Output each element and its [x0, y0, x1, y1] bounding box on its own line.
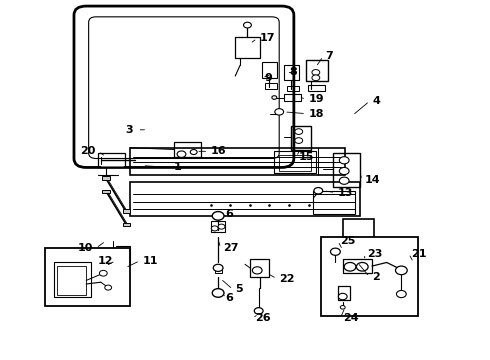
- Bar: [235, 37, 260, 58]
- Text: 25: 25: [340, 236, 356, 246]
- Bar: [333, 153, 360, 187]
- Circle shape: [177, 151, 186, 157]
- Bar: [274, 151, 316, 173]
- Circle shape: [338, 293, 347, 300]
- Bar: [211, 221, 225, 232]
- Text: 4: 4: [372, 96, 380, 106]
- Text: 8: 8: [289, 67, 297, 77]
- Bar: [174, 142, 201, 157]
- Bar: [306, 60, 328, 81]
- Text: 3: 3: [125, 125, 133, 135]
- Text: 20: 20: [80, 146, 96, 156]
- Bar: [130, 182, 360, 216]
- Circle shape: [218, 224, 225, 229]
- Circle shape: [396, 291, 406, 298]
- Text: 27: 27: [223, 243, 239, 253]
- Bar: [250, 259, 270, 277]
- Bar: [215, 268, 222, 273]
- Bar: [54, 262, 91, 297]
- Circle shape: [211, 226, 218, 231]
- Text: 23: 23: [367, 248, 383, 258]
- Text: 1: 1: [174, 162, 182, 172]
- Bar: [321, 237, 418, 316]
- Bar: [265, 83, 277, 89]
- Circle shape: [295, 129, 303, 134]
- Text: 16: 16: [211, 146, 226, 156]
- Text: 17: 17: [260, 33, 275, 43]
- Text: 5: 5: [235, 284, 243, 294]
- Circle shape: [254, 308, 263, 314]
- Text: 22: 22: [279, 274, 294, 284]
- Circle shape: [105, 285, 112, 290]
- Circle shape: [331, 248, 340, 255]
- Bar: [98, 153, 125, 167]
- Circle shape: [275, 109, 284, 115]
- Text: 7: 7: [326, 51, 333, 61]
- Bar: [343, 259, 372, 273]
- Text: 26: 26: [255, 313, 270, 323]
- Bar: [314, 191, 355, 214]
- Bar: [338, 286, 350, 300]
- Bar: [102, 176, 110, 180]
- Bar: [284, 65, 299, 80]
- Circle shape: [252, 267, 262, 274]
- Circle shape: [244, 22, 251, 28]
- Circle shape: [344, 262, 356, 271]
- Text: 12: 12: [98, 256, 113, 266]
- Circle shape: [213, 264, 223, 271]
- Circle shape: [339, 157, 349, 164]
- Bar: [292, 126, 311, 149]
- Bar: [284, 94, 301, 101]
- Text: 14: 14: [365, 175, 380, 185]
- Circle shape: [395, 266, 407, 275]
- Circle shape: [99, 270, 107, 276]
- Bar: [287, 86, 299, 91]
- Circle shape: [314, 188, 323, 194]
- Text: 19: 19: [309, 94, 324, 104]
- Text: 6: 6: [225, 293, 233, 303]
- Circle shape: [295, 138, 303, 143]
- Circle shape: [339, 177, 349, 184]
- Text: 15: 15: [299, 152, 314, 162]
- Circle shape: [312, 69, 320, 75]
- Text: 11: 11: [143, 256, 158, 266]
- Circle shape: [339, 167, 349, 175]
- Text: 21: 21: [411, 248, 427, 258]
- Text: 18: 18: [309, 109, 324, 119]
- Circle shape: [212, 289, 224, 297]
- Bar: [102, 190, 110, 193]
- Text: 13: 13: [338, 188, 353, 198]
- Bar: [130, 148, 345, 175]
- Circle shape: [356, 262, 368, 271]
- Bar: [279, 155, 311, 171]
- Circle shape: [212, 212, 224, 220]
- Text: 24: 24: [343, 313, 358, 323]
- Text: 9: 9: [265, 73, 272, 83]
- Bar: [123, 210, 130, 213]
- Text: 2: 2: [372, 272, 380, 282]
- Bar: [123, 223, 130, 226]
- Bar: [57, 266, 86, 295]
- Text: 10: 10: [78, 243, 94, 253]
- Bar: [343, 220, 374, 288]
- Circle shape: [340, 306, 345, 309]
- Circle shape: [312, 75, 320, 81]
- Circle shape: [190, 149, 197, 154]
- Text: 6: 6: [225, 209, 233, 219]
- Circle shape: [272, 96, 277, 99]
- Bar: [308, 85, 325, 91]
- Bar: [262, 62, 277, 78]
- Bar: [45, 248, 130, 306]
